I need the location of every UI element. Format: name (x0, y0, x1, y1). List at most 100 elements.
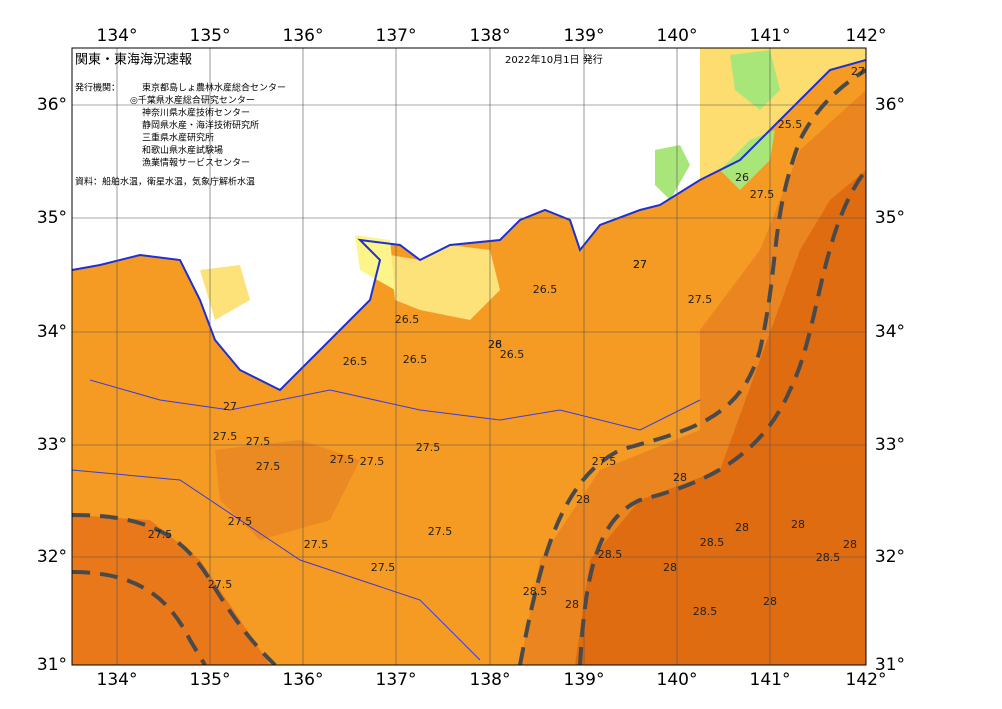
cold-water (720, 130, 775, 190)
contour-label: 27.5 (428, 525, 453, 538)
lat-label: 31° (37, 655, 67, 675)
lon-label: 135° (190, 670, 231, 690)
issuer: 漁業情報サービスセンター (142, 157, 250, 169)
contour-label: 27 (223, 400, 237, 413)
issuer: 東京都島しょ農林水産総合センター (142, 82, 286, 94)
contour-label: 28 (735, 521, 749, 534)
lon-label: 136° (283, 26, 324, 46)
lat-label: 36° (37, 95, 67, 115)
lon-label: 139° (564, 26, 605, 46)
lat-label: 32° (37, 547, 67, 567)
issuer: ◎千葉県水産総合研究センター (130, 94, 255, 106)
coastline (72, 59, 866, 392)
contour-label: 27.5 (592, 455, 617, 468)
lon-label: 134° (97, 670, 138, 690)
lat-label: 33° (37, 435, 67, 455)
contour-label: 27.5 (330, 453, 355, 466)
warm-patch (215, 440, 360, 540)
contour-label: 27.5 (371, 561, 396, 574)
lat-label: 31° (875, 655, 905, 675)
contour-label: 27 (633, 258, 647, 271)
lon-label: 139° (564, 670, 605, 690)
contour-label: 28.5 (598, 548, 623, 561)
cold-water (655, 145, 690, 200)
graticule (72, 48, 866, 665)
contour-label: 27.5 (750, 188, 775, 201)
contour-labels: 2725.52626.52727.526.52727.52826.52626.5… (148, 65, 865, 618)
lat-label: 35° (37, 208, 67, 228)
contour-label: 27.5 (148, 528, 173, 541)
frame (71, 47, 867, 666)
contour-label: 27 (851, 65, 865, 78)
issuer: 三重県水産研究所 (142, 132, 214, 144)
warm-core (575, 170, 866, 665)
contour-label: 28 (673, 471, 687, 484)
lon-label: 142° (846, 670, 887, 690)
contour-label: 27.5 (304, 538, 329, 551)
cold-water (730, 50, 780, 110)
contour-label: 26.5 (500, 348, 525, 361)
contour-label: 27.5 (208, 578, 233, 591)
contour-label: 28 (763, 595, 777, 608)
contour-label: 27 (633, 258, 647, 271)
kuroshio-axis (72, 68, 866, 665)
lon-label: 136° (283, 670, 324, 690)
contour-label: 28 (843, 538, 857, 551)
contour-label: 27.5 (416, 441, 441, 454)
bay-cool (200, 265, 250, 320)
lon-label: 135° (190, 26, 231, 46)
contour-label: 26.5 (533, 283, 558, 296)
lon-label: 140° (657, 670, 698, 690)
contour-label: 28 (663, 561, 677, 574)
contour-label: 26 (488, 338, 502, 351)
contour-label: 27.5 (688, 293, 713, 306)
lon-label: 142° (846, 26, 887, 46)
contour-label: 28.5 (693, 605, 718, 618)
issuer: 静岡県水産・海洋技術研究所 (142, 119, 259, 131)
lon-label: 141° (750, 26, 791, 46)
source: 資料：船舶水温，衛星水温，気象庁解析水温 (75, 176, 255, 188)
title: 関東・東海海況速報 (75, 52, 192, 68)
contour-label: 27.5 (246, 435, 271, 448)
warm-zone-sw (72, 515, 270, 665)
isotherm (89, 379, 701, 431)
contour-label: 26.5 (343, 355, 368, 368)
date: 2022年10月1日 発行 (505, 53, 603, 66)
contour-label: 27.5 (360, 455, 385, 468)
bay-cool (390, 245, 500, 320)
contour-label: 28 (576, 493, 590, 506)
lon-label: 138° (470, 26, 511, 46)
contour-label: 28 (488, 338, 502, 351)
lon-label: 137° (376, 670, 417, 690)
lat-label: 35° (875, 208, 905, 228)
issuer: 和歌山県水産試験場 (142, 144, 223, 156)
lon-label: 134° (97, 26, 138, 46)
axes: 134° 134° 135° 135° 136° 136° 137° 137° 138° 138°… (37, 26, 905, 690)
issuer-label: 発行機関： (75, 82, 120, 94)
contour-label: 28 (791, 518, 805, 531)
lon-label: 140° (657, 26, 698, 46)
lat-label: 34° (875, 322, 905, 342)
map-area: 2725.52626.52727.526.52727.52826.52626.5… (72, 48, 866, 665)
bay-cool (355, 235, 395, 290)
contour-label: 27.5 (213, 430, 238, 443)
contour-label: 27.5 (256, 460, 281, 473)
lat-label: 36° (875, 95, 905, 115)
contour-label: 28.5 (523, 585, 548, 598)
contour-label: 28 (565, 598, 579, 611)
lat-label: 34° (37, 322, 67, 342)
lat-label: 33° (875, 435, 905, 455)
contour-label: 25.5 (778, 118, 803, 131)
contour-label: 28.5 (816, 551, 841, 564)
contour-label: 27.5 (228, 515, 253, 528)
contour-label: 26.5 (403, 353, 428, 366)
lon-label: 141° (750, 670, 791, 690)
isotherm (72, 469, 481, 661)
lat-label: 32° (875, 547, 905, 567)
lon-label: 138° (470, 670, 511, 690)
contour-label: 28.5 (700, 536, 725, 549)
issuer: 神奈川県水産技術センター (142, 107, 250, 119)
contour-label: 26.5 (395, 313, 420, 326)
lon-label: 137° (376, 26, 417, 46)
